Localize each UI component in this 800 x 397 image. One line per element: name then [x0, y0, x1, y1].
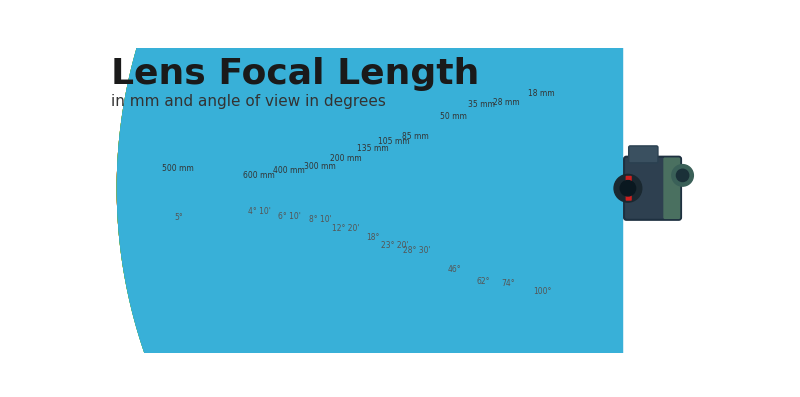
Polygon shape: [118, 109, 622, 267]
Polygon shape: [118, 170, 622, 206]
Polygon shape: [118, 86, 622, 291]
Polygon shape: [118, 134, 622, 243]
Text: 600 mm: 600 mm: [243, 171, 274, 180]
Polygon shape: [118, 152, 622, 224]
Circle shape: [614, 174, 642, 202]
Circle shape: [620, 181, 636, 196]
Text: 100°: 100°: [534, 287, 552, 296]
Text: 12° 20': 12° 20': [332, 224, 360, 233]
Text: 300 mm: 300 mm: [304, 162, 336, 171]
FancyBboxPatch shape: [629, 146, 658, 163]
Text: 28° 30': 28° 30': [402, 246, 430, 255]
FancyBboxPatch shape: [624, 157, 681, 220]
Polygon shape: [118, 0, 622, 397]
Text: 6° 10': 6° 10': [278, 212, 301, 221]
Text: 500 mm: 500 mm: [162, 164, 194, 173]
Text: in mm and angle of view in degrees: in mm and angle of view in degrees: [111, 94, 386, 109]
Text: 50 mm: 50 mm: [440, 112, 466, 121]
Circle shape: [672, 165, 694, 186]
Text: 46°: 46°: [447, 265, 461, 274]
FancyBboxPatch shape: [663, 158, 680, 219]
Polygon shape: [118, 161, 622, 216]
Text: 18 mm: 18 mm: [528, 89, 554, 98]
Polygon shape: [118, 166, 622, 210]
Text: Lens Focal Length: Lens Focal Length: [111, 57, 480, 91]
Text: 62°: 62°: [476, 277, 490, 286]
Text: 28 mm: 28 mm: [494, 98, 520, 107]
Text: 74°: 74°: [502, 279, 515, 288]
Polygon shape: [118, 0, 622, 397]
Circle shape: [677, 169, 689, 181]
Text: 200 mm: 200 mm: [330, 154, 362, 163]
Text: 8° 10': 8° 10': [309, 215, 331, 224]
Text: 135 mm: 135 mm: [357, 145, 388, 153]
Polygon shape: [118, 0, 622, 397]
Polygon shape: [118, 0, 622, 397]
Text: 400 mm: 400 mm: [274, 166, 306, 175]
Text: 5°: 5°: [174, 213, 182, 222]
Text: 105 mm: 105 mm: [378, 137, 410, 146]
Text: 35 mm: 35 mm: [468, 100, 495, 109]
Text: 85 mm: 85 mm: [402, 131, 429, 141]
Polygon shape: [118, 0, 622, 385]
FancyBboxPatch shape: [626, 176, 632, 201]
Text: 18°: 18°: [366, 233, 379, 242]
Polygon shape: [118, 64, 622, 312]
Text: 4° 10': 4° 10': [247, 207, 270, 216]
Text: 23° 20': 23° 20': [381, 241, 408, 250]
